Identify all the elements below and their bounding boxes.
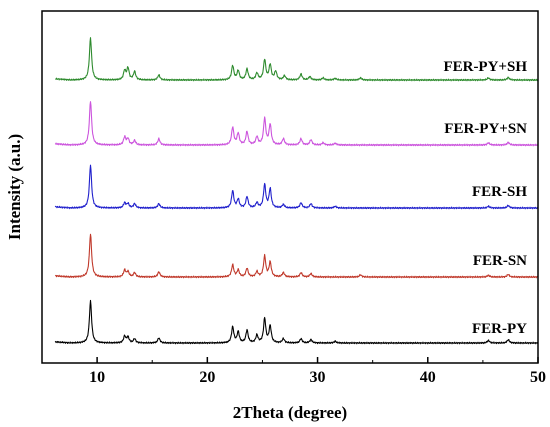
series-label-fer-sh: FER-SH: [472, 184, 527, 200]
x-tick-label-10: 10: [89, 369, 105, 386]
series-line-fer-sh: [54, 164, 539, 210]
x-tick-label-20: 20: [199, 369, 215, 386]
series-labels: FER-PY+SH FER-PY+SN FER-SH FER-SN FER-PY: [443, 59, 527, 337]
x-axis-ticks: 10 20 30 40 50: [41, 357, 546, 386]
series-line-fer-py: [54, 299, 539, 345]
plot-frame: [41, 10, 539, 364]
series-label-fer-py-sh: FER-PY+SH: [443, 59, 527, 75]
x-tick-label-50: 50: [530, 369, 546, 386]
x-axis-label: 2Theta (degree): [233, 403, 347, 422]
series-label-fer-py: FER-PY: [472, 321, 527, 337]
series-line-fer-py-sn: [54, 101, 539, 147]
x-tick-label-40: 40: [420, 369, 436, 386]
series-label-fer-py-sn: FER-PY+SN: [444, 121, 527, 137]
y-axis-label: Intensity (a.u.): [5, 134, 24, 240]
series-line-fer-py-sh: [55, 37, 539, 82]
x-tick-label-30: 30: [310, 369, 326, 386]
series-line-fer-sn: [54, 233, 539, 279]
series-label-fer-sn: FER-SN: [473, 253, 527, 269]
series-layer: [54, 37, 539, 345]
